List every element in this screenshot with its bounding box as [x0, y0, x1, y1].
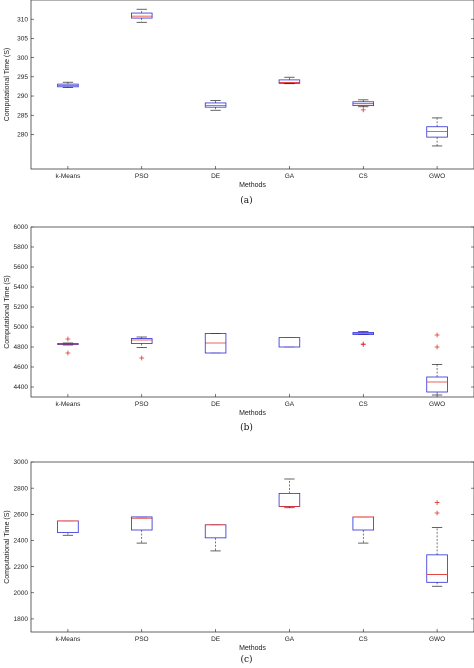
- plot-area: [30, 226, 474, 398]
- x-tick-label: CS: [359, 401, 369, 408]
- x-tick-label: DE: [211, 173, 221, 180]
- y-tick-label: 4400: [14, 384, 29, 391]
- x-tick-label: k-Means: [55, 636, 81, 643]
- y-tick-label: 285: [17, 112, 28, 119]
- x-tick-label: GA: [285, 636, 295, 643]
- x-tick-label: PSO: [135, 173, 149, 180]
- outlier-marker: [360, 107, 366, 113]
- y-tick-label: 3000: [14, 459, 29, 466]
- x-tick-label: GA: [285, 173, 295, 180]
- x-tick-label: CS: [359, 636, 369, 643]
- y-tick-label: 5000: [14, 324, 29, 331]
- y-axis-label: Computational Time (S): [4, 275, 11, 349]
- panel-caption: (b): [240, 422, 253, 433]
- x-tick-label: GWO: [429, 173, 445, 180]
- outlier-marker: [434, 332, 440, 338]
- x-tick-label: GA: [285, 401, 295, 408]
- y-tick-label: 2000: [14, 590, 29, 597]
- x-tick-label: DE: [211, 636, 221, 643]
- plot-area: [30, 0, 474, 170]
- box-gwo: [426, 376, 448, 393]
- box-pso: [131, 12, 153, 19]
- box-de: [204, 524, 227, 539]
- outlier-marker: [434, 510, 440, 516]
- x-tick-label: k-Means: [55, 173, 81, 180]
- outlier-marker: [434, 344, 440, 350]
- outlier-marker: [360, 342, 366, 347]
- y-tick-label: 2400: [14, 538, 29, 545]
- y-tick-label: 4800: [14, 344, 29, 351]
- y-tick-label: 310: [17, 16, 28, 23]
- y-tick-label: 2800: [14, 485, 29, 492]
- y-tick-label: 5400: [14, 284, 29, 291]
- y-tick-label: 1800: [14, 616, 29, 623]
- y-tick-label: 2200: [14, 564, 29, 571]
- x-tick-label: PSO: [135, 636, 149, 643]
- plot-area: [30, 461, 474, 633]
- box-ga: [278, 492, 301, 507]
- x-axis-label: Methods: [239, 182, 266, 189]
- box-ga: [278, 79, 301, 84]
- box-de: [204, 102, 227, 108]
- y-tick-label: 6000: [14, 224, 29, 231]
- y-tick-label: 4600: [14, 364, 29, 371]
- box-ga: [278, 337, 301, 348]
- x-axis-label: Methods: [239, 645, 266, 652]
- x-tick-label: GWO: [429, 636, 445, 643]
- outlier-marker: [434, 500, 440, 505]
- box-cs: [352, 516, 374, 531]
- outlier-marker: [139, 355, 145, 361]
- panel-caption: (c): [240, 654, 252, 665]
- y-tick-label: 5200: [14, 304, 29, 311]
- x-tick-label: PSO: [135, 401, 149, 408]
- box-k-means: [57, 520, 79, 534]
- x-axis-label: Methods: [239, 410, 266, 417]
- x-tick-label: CS: [359, 173, 369, 180]
- outlier-marker: [65, 350, 71, 356]
- y-tick-label: 2600: [14, 512, 29, 519]
- y-tick-label: 5600: [14, 264, 29, 271]
- y-tick-label: 305: [17, 36, 28, 43]
- y-tick-label: 300: [17, 55, 28, 62]
- box-pso: [131, 338, 153, 344]
- y-axis-label: Computational Time (S): [4, 510, 11, 584]
- x-tick-label: GWO: [429, 401, 445, 408]
- y-tick-label: 295: [17, 74, 28, 81]
- x-tick-label: DE: [211, 401, 221, 408]
- box-pso: [131, 516, 153, 531]
- outlier-marker: [65, 336, 71, 342]
- y-tick-label: 280: [17, 132, 28, 139]
- y-axis-label: Computational Time (S): [4, 48, 11, 122]
- y-tick-label: 5800: [14, 244, 29, 251]
- panel-caption: (a): [240, 195, 252, 206]
- x-tick-label: k-Means: [55, 401, 81, 408]
- y-tick-label: 290: [17, 93, 28, 100]
- box-gwo: [426, 554, 448, 583]
- box-gwo: [426, 126, 448, 138]
